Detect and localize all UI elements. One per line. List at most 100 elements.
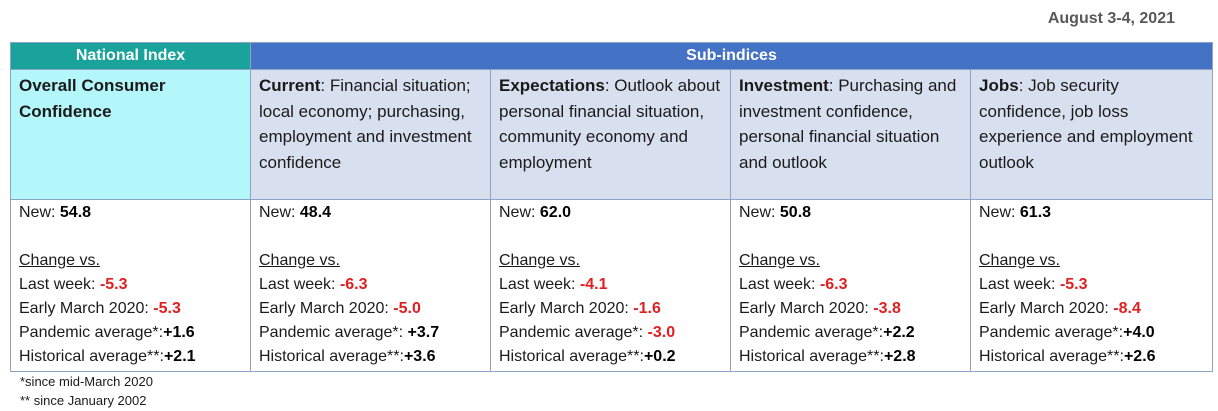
header-row: National Index Sub-indices (10, 42, 1213, 70)
early-march-label: Early March 2020: (739, 300, 869, 317)
historical-row: Historical average**:+0.2 (499, 345, 722, 369)
current-description-cell: Current: Financial situation; local econ… (250, 69, 491, 200)
change-label: Change vs. (499, 252, 580, 269)
investment-values-cell: New: 50.8 Change vs. Last week: -6.3 Ear… (730, 199, 971, 372)
current-values-cell: New: 48.4 Change vs. Last week: -6.3 Ear… (250, 199, 491, 372)
new-label: New: (259, 204, 296, 221)
pandemic-label: Pandemic average*: (739, 324, 884, 341)
pandemic-label: Pandemic average*: (979, 324, 1124, 341)
last-week-value: -4.1 (579, 276, 608, 293)
column-title: Overall Consumer Confidence (19, 76, 166, 121)
early-march-row: Early March 2020: -5.3 (19, 297, 242, 321)
historical-label: Historical average**: (739, 348, 884, 365)
change-label: Change vs. (259, 252, 340, 269)
description-row: Overall Consumer Confidence Current: Fin… (10, 69, 1213, 200)
new-label: New: (19, 204, 56, 221)
column-title: Current (259, 76, 321, 95)
early-march-label: Early March 2020: (19, 300, 149, 317)
last-week-value: -5.3 (99, 276, 128, 293)
last-week-row: Last week: -6.3 (739, 273, 962, 297)
national-index-header: National Index (10, 42, 251, 70)
historical-row: Historical average**:+2.8 (739, 345, 962, 369)
pandemic-row: Pandemic average*:+4.0 (979, 321, 1204, 345)
last-week-label: Last week: (499, 276, 576, 293)
jobs-description-cell: Jobs: Job security confidence, job loss … (970, 69, 1213, 200)
early-march-value: -8.4 (1113, 300, 1141, 317)
new-value: 62.0 (539, 204, 572, 221)
historical-label: Historical average**: (979, 348, 1124, 365)
column-title: Expectations (499, 76, 605, 95)
pandemic-label: Pandemic average*: (259, 324, 404, 341)
new-label: New: (499, 204, 536, 221)
column-description: : Purchasing and investment confidence, … (739, 76, 957, 172)
last-week-row: Last week: -5.3 (979, 273, 1204, 297)
new-value-row: New: 50.8 (739, 201, 962, 225)
pandemic-value: +3.7 (407, 324, 440, 341)
column-description: : Job security confidence, job loss expe… (979, 76, 1193, 172)
new-value-row: New: 61.3 (979, 201, 1204, 225)
pandemic-row: Pandemic average*:+2.2 (739, 321, 962, 345)
investment-description-cell: Investment: Purchasing and investment co… (730, 69, 971, 200)
column-description: : Financial situation; local economy; pu… (259, 76, 472, 172)
historical-label: Historical average**: (499, 348, 644, 365)
early-march-row: Early March 2020: -1.6 (499, 297, 722, 321)
column-description: : Outlook about personal financial situa… (499, 76, 721, 172)
historical-value: +2.6 (1123, 348, 1156, 365)
last-week-value: -5.3 (1059, 276, 1088, 293)
early-march-value: -1.6 (633, 300, 661, 317)
new-value: 48.4 (299, 204, 332, 221)
confidence-table: National Index Sub-indices Overall Consu… (10, 42, 1213, 372)
new-value-row: New: 48.4 (259, 201, 482, 225)
column-title: Investment (739, 76, 829, 95)
new-value-row: New: 62.0 (499, 201, 722, 225)
historical-value: +2.8 (883, 348, 916, 365)
change-label: Change vs. (979, 252, 1060, 269)
sub-indices-header: Sub-indices (250, 42, 1213, 70)
expectations-description-cell: Expectations: Outlook about personal fin… (490, 69, 731, 200)
early-march-row: Early March 2020: -3.8 (739, 297, 962, 321)
change-label: Change vs. (739, 252, 820, 269)
pandemic-row: Pandemic average*: +3.7 (259, 321, 482, 345)
pandemic-value: -3.0 (647, 324, 676, 341)
change-label: Change vs. (19, 252, 100, 269)
last-week-label: Last week: (739, 276, 816, 293)
column-title: Jobs (979, 76, 1019, 95)
report-date: August 3-4, 2021 (1047, 10, 1175, 27)
new-label: New: (739, 204, 776, 221)
overall-values-cell: New: 54.8 Change vs. Last week: -5.3 Ear… (10, 199, 251, 372)
jobs-values-cell: New: 61.3 Change vs. Last week: -5.3 Ear… (970, 199, 1213, 372)
historical-row: Historical average**:+2.1 (19, 345, 242, 369)
pandemic-row: Pandemic average*: -3.0 (499, 321, 722, 345)
values-row: New: 54.8 Change vs. Last week: -5.3 Ear… (10, 199, 1213, 372)
last-week-row: Last week: -4.1 (499, 273, 722, 297)
historical-row: Historical average**:+2.6 (979, 345, 1204, 369)
historical-row: Historical average**:+3.6 (259, 345, 482, 369)
historical-value: +3.6 (403, 348, 436, 365)
last-week-label: Last week: (259, 276, 336, 293)
early-march-label: Early March 2020: (979, 300, 1109, 317)
historical-label: Historical average**: (19, 348, 164, 365)
last-week-value: -6.3 (819, 276, 848, 293)
historical-value: +2.1 (163, 348, 196, 365)
new-value: 61.3 (1019, 204, 1052, 221)
expectations-values-cell: New: 62.0 Change vs. Last week: -4.1 Ear… (490, 199, 731, 372)
early-march-row: Early March 2020: -8.4 (979, 297, 1204, 321)
pandemic-label: Pandemic average*: (19, 324, 164, 341)
last-week-label: Last week: (19, 276, 96, 293)
new-label: New: (979, 204, 1016, 221)
new-value: 50.8 (779, 204, 812, 221)
pandemic-value: +2.2 (883, 324, 915, 341)
overall-description-cell: Overall Consumer Confidence (10, 69, 251, 200)
early-march-value: -3.8 (873, 300, 901, 317)
early-march-label: Early March 2020: (499, 300, 629, 317)
new-value-row: New: 54.8 (19, 201, 242, 225)
last-week-label: Last week: (979, 276, 1056, 293)
pandemic-row: Pandemic average*:+1.6 (19, 321, 242, 345)
early-march-row: Early March 2020: -5.0 (259, 297, 482, 321)
pandemic-label: Pandemic average*: (499, 324, 644, 341)
early-march-label: Early March 2020: (259, 300, 389, 317)
last-week-row: Last week: -5.3 (19, 273, 242, 297)
pandemic-value: +4.0 (1123, 324, 1155, 341)
historical-value: +0.2 (643, 348, 676, 365)
early-march-value: -5.3 (153, 300, 181, 317)
